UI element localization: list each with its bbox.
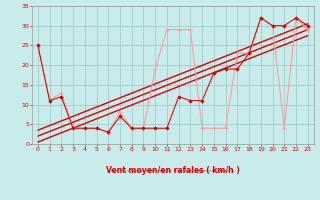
X-axis label: Vent moyen/en rafales ( km/h ): Vent moyen/en rafales ( km/h ) (106, 166, 240, 175)
Text: →→↑ ←↓↑ ↑↓↑↓↓↑←←← ←↓↑↓↑ ↑↑↑↗↗↑↑ ↗↗↗↗↗↗↗ ↗↗↑↑↑ ↑: →→↑ ←↓↑ ↑↓↑↓↓↑←←← ←↓↑↓↑ ↑↑↑↗↗↑↑ ↗↗↗↗↗↗↗ … (111, 169, 235, 173)
